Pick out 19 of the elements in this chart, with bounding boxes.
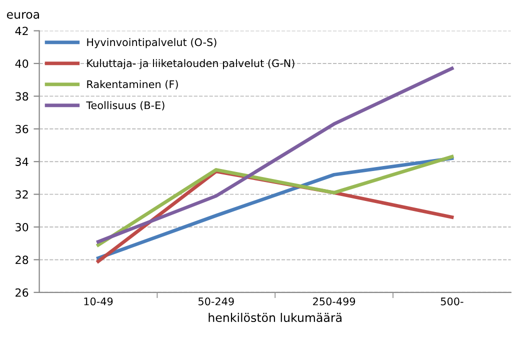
y-tick-label: 38 — [16, 92, 28, 101]
legend-label: Teollisuus (B-E) — [86, 101, 164, 110]
y-tick-label: 42 — [15, 26, 28, 35]
x-tick-label: 500- — [440, 297, 464, 306]
y-tick-label: 26 — [16, 288, 28, 297]
x-tick-label: 10-49 — [84, 297, 113, 306]
legend-label: Hyvinvointipalvelut (O-S) — [87, 38, 216, 48]
y-axis-title: euroa — [6, 12, 40, 19]
legend-label: Rakentaminen (F) — [87, 80, 178, 90]
y-tick-label: 28 — [16, 256, 28, 264]
y-tick-label: 36 — [16, 124, 28, 134]
y-tick-label: 40 — [15, 59, 28, 68]
y-tick-label: 32 — [16, 190, 28, 199]
legend-label: Kuluttaja- ja liiketalouden palvelut (G-N) — [87, 59, 294, 70]
x-tick-label: 50-249 — [198, 297, 234, 306]
x-tick-label: 250-499 — [313, 297, 356, 306]
y-tick-label: 34 — [16, 158, 28, 166]
x-axis-title: henkilöstön lukumäärä — [208, 312, 342, 322]
y-tick-label: 30 — [16, 222, 28, 232]
